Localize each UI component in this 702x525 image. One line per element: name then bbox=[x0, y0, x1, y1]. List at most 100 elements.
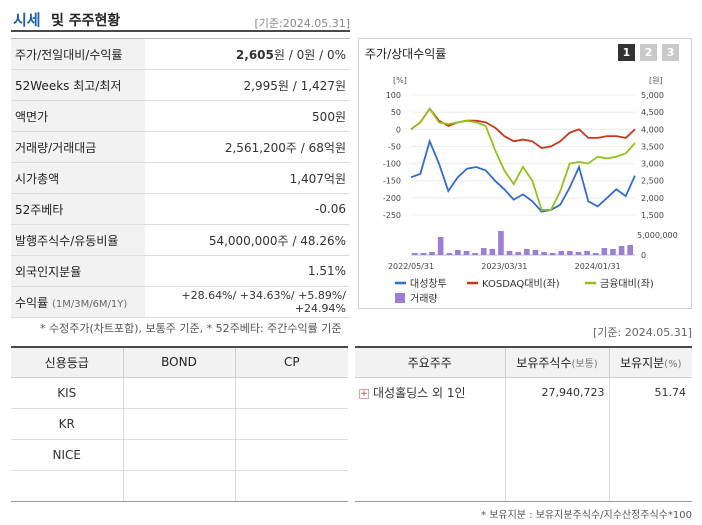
returns-label: 수익률 bbox=[15, 295, 49, 310]
volume-zero-label: 0 bbox=[641, 251, 646, 260]
column-header: BOND bbox=[123, 346, 236, 378]
left-tick-label: -100 bbox=[383, 160, 401, 169]
table-row: 수익률 (1M/3M/6M/1Y) +28.64%/ +34.63%/ +5.8… bbox=[11, 286, 350, 318]
expand-plus-icon[interactable]: + bbox=[359, 388, 369, 399]
volume-bar bbox=[541, 252, 547, 255]
left-tick-label: -150 bbox=[383, 177, 401, 186]
table-row bbox=[355, 470, 692, 502]
chart-page-1-button[interactable]: 1 bbox=[618, 44, 635, 61]
table-cell bbox=[235, 470, 348, 502]
left-tick-label: -50 bbox=[388, 142, 401, 151]
volume-bar bbox=[532, 250, 539, 255]
volume-bar bbox=[412, 253, 418, 255]
table-cell bbox=[123, 408, 236, 440]
row-label: 발행주식수/유동비율 bbox=[11, 224, 145, 256]
row-value: 1.51% bbox=[145, 255, 350, 287]
table-cell bbox=[235, 408, 348, 440]
table-row: KIS bbox=[11, 377, 348, 409]
table-row: 52주베타 -0.06 bbox=[11, 193, 350, 225]
chart-page-2-button[interactable]: 2 bbox=[640, 44, 657, 61]
holder-shares bbox=[505, 439, 610, 470]
major-shareholders-table: 주요주주 보유주식수(보통) 보유지분(%) + 대성홀딩스 외 1인 27,94… bbox=[355, 346, 692, 502]
holders-footnote: * 보유지분 : 보유지분주식수/지수산정주식수*100 bbox=[481, 510, 692, 521]
holder-pct bbox=[609, 470, 692, 502]
pct-header-unit: (%) bbox=[664, 358, 682, 370]
returns-value: +28.64%/ +34.63%/ +5.89%/ +24.94% bbox=[145, 286, 350, 318]
pct-header-label: 보유지분 bbox=[620, 355, 665, 370]
volume-bar bbox=[480, 248, 487, 255]
holder-name: 대성홀딩스 외 1인 bbox=[373, 386, 466, 401]
volume-bar bbox=[515, 252, 521, 255]
row-value: 2,995원 / 1,427원 bbox=[145, 69, 350, 101]
section-title: 시세 bbox=[13, 11, 41, 29]
right-tick-label: 5,000 bbox=[641, 91, 664, 100]
table-header-row: 신용등급 BOND CP bbox=[11, 346, 348, 378]
table-row: KR bbox=[11, 408, 348, 440]
right-axis-unit: [원] bbox=[649, 76, 663, 85]
price-change: 원 / 0원 / 0% bbox=[273, 47, 346, 62]
row-label: 거래량/거래대금 bbox=[11, 131, 145, 163]
legend-label: 금융대비(좌) bbox=[600, 278, 654, 290]
holder-pct bbox=[609, 439, 692, 470]
volume-bar bbox=[429, 252, 435, 255]
holder-shares bbox=[505, 408, 610, 439]
section-header: 시세 및 주주현황 [기준:2024.05.31] bbox=[11, 6, 350, 32]
row-label: 외국인지분율 bbox=[11, 255, 145, 287]
stock-footnote: * 수정주가(차트포함), 보통주 기준, * 52주베타: 주간수익률 기준 bbox=[40, 322, 342, 335]
right-tick-label: 1,500 bbox=[641, 211, 664, 220]
holder-name-cell[interactable]: + 대성홀딩스 외 1인 bbox=[355, 377, 506, 408]
series-line-2 bbox=[410, 107, 636, 150]
volume-bar bbox=[618, 246, 625, 255]
volume-bar bbox=[592, 253, 599, 255]
right-tick-label: 4,500 bbox=[641, 108, 664, 117]
holder-pct bbox=[609, 408, 692, 439]
chart-page-3-button[interactable]: 3 bbox=[662, 44, 679, 61]
section-subtitle: 및 주주현황 bbox=[51, 13, 121, 29]
chart-pager: 1 2 3 bbox=[618, 44, 679, 61]
left-tick-label: 100 bbox=[386, 91, 401, 100]
right-tick-label: 2,500 bbox=[641, 177, 664, 186]
row-label: 수익률 (1M/3M/6M/1Y) bbox=[11, 286, 145, 318]
stock-info-table: 주가/전일대비/수익률 2,605원 / 0원 / 0% 52Weeks 최고/… bbox=[11, 38, 350, 318]
returns-period: (1M/3M/6M/1Y) bbox=[51, 298, 128, 310]
series-line-3 bbox=[410, 107, 636, 211]
volume-bar bbox=[506, 251, 513, 255]
row-value: 2,605원 / 0원 / 0% bbox=[145, 38, 350, 70]
volume-bar bbox=[437, 237, 444, 255]
table-row: NICE bbox=[11, 439, 348, 471]
volume-bar bbox=[584, 251, 590, 255]
volume-bar bbox=[489, 249, 496, 255]
row-value: -0.06 bbox=[145, 193, 350, 225]
table-cell bbox=[123, 377, 236, 409]
volume-bar bbox=[575, 252, 582, 255]
left-axis-unit: [%] bbox=[393, 76, 407, 85]
legend-label: KOSDAQ대비(좌) bbox=[482, 278, 560, 290]
holder-name bbox=[355, 408, 506, 439]
legend-label: 대성창투 bbox=[410, 278, 447, 290]
right-tick-label: 3,000 bbox=[641, 160, 664, 169]
left-tick-label: -250 bbox=[383, 211, 401, 220]
volume-bar bbox=[455, 250, 461, 255]
table-cell: KIS bbox=[11, 377, 124, 409]
row-value: 1,407억원 bbox=[145, 162, 350, 194]
row-label: 시가총액 bbox=[11, 162, 145, 194]
holder-shares bbox=[505, 470, 610, 502]
table-row: 거래량/거래대금 2,561,200주 / 68억원 bbox=[11, 131, 350, 163]
table-row: 액면가 500원 bbox=[11, 100, 350, 132]
series-line-1 bbox=[410, 138, 636, 213]
right-tick-label: 3,500 bbox=[641, 142, 664, 151]
table-cell bbox=[235, 377, 348, 409]
reference-date-2: [기준: 2024.05.31] bbox=[592, 326, 692, 339]
table-cell: NICE bbox=[11, 439, 124, 471]
current-price: 2,605 bbox=[235, 47, 274, 62]
chart-panel: 주가/상대수익률 1 2 3 [%] [원] 100 5,000 50 4,500 0 4,0… bbox=[358, 38, 692, 309]
row-value: 500원 bbox=[145, 100, 350, 132]
volume-bar bbox=[627, 245, 633, 255]
holder-pct: 51.74 bbox=[654, 386, 687, 400]
holder-name bbox=[355, 470, 506, 502]
relative-return-chart: [%] [원] 100 5,000 50 4,500 0 4,000 -50 3,500 -100 3… bbox=[383, 76, 678, 305]
shares-header-unit: (보통) bbox=[571, 358, 598, 370]
row-label: 주가/전일대비/수익률 bbox=[11, 38, 145, 70]
x-tick-label: 2022/05/31 bbox=[388, 262, 434, 271]
table-row: 시가총액 1,407억원 bbox=[11, 162, 350, 194]
